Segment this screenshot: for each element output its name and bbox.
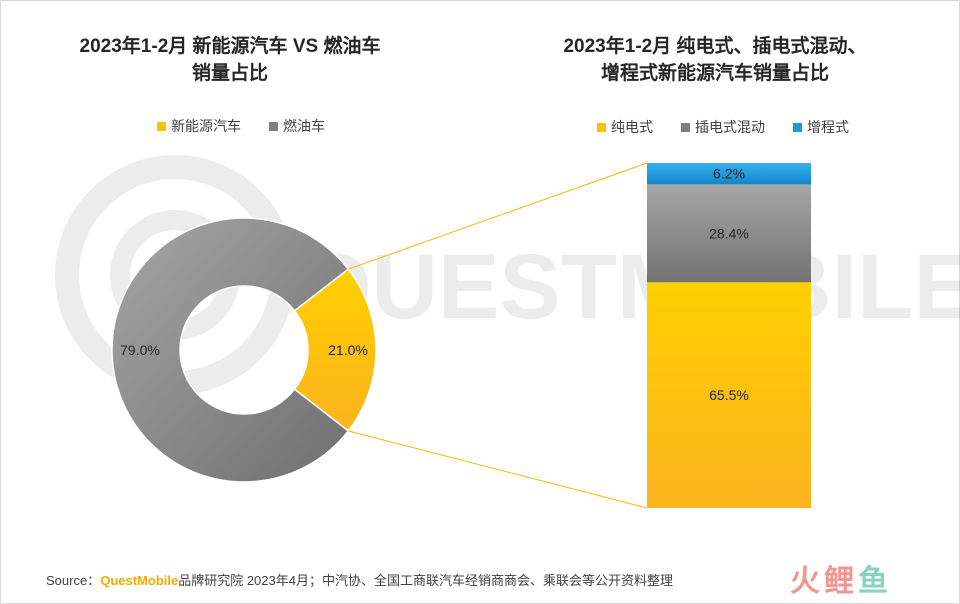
legend-item-bev: 纯电式 <box>597 117 653 137</box>
legend-label-fuel: 燃油车 <box>283 118 325 134</box>
legend-label-bev: 纯电式 <box>611 119 653 135</box>
source-prefix: Source： <box>46 573 101 588</box>
source-text: 品牌研究院 2023年4月；中汽协、全国工商联汽车经销商商会、乘联会等公开资料整… <box>178 573 673 588</box>
connector-lines <box>348 162 648 509</box>
donut-legend: 新能源汽车 燃油车 <box>157 116 325 136</box>
connector-line-bottom <box>348 430 648 509</box>
legend-label-phev: 插电式混动 <box>695 119 765 135</box>
legend-swatch-phev <box>681 122 690 132</box>
legend-item-phev: 插电式混动 <box>681 117 765 137</box>
legend-swatch-erev <box>793 122 802 132</box>
bar-title-line2: 增程式新能源汽车销量占比 <box>600 63 829 84</box>
source-brand: QuestMobile <box>100 573 179 588</box>
bar-label-erev: 6.2% <box>713 166 745 182</box>
donut-label-fuel: 79.0% <box>120 342 160 358</box>
legend-item-nev: 新能源汽车 <box>157 116 241 136</box>
source-note: Source：QuestMobile品牌研究院 2023年4月；中汽协、全国工商… <box>46 570 673 589</box>
stacked-bar-title: 2023年1-2月 纯电式、插电式混动、 增程式新能源汽车销量占比 <box>500 33 930 87</box>
donut-title-line1: 2023年1-2月 新能源汽车 VS 燃油车 <box>79 36 381 57</box>
legend-swatch-nev <box>157 121 166 131</box>
bar-label-phev: 28.4% <box>709 225 749 241</box>
legend-swatch-bev <box>597 122 606 132</box>
legend-swatch-fuel <box>269 121 278 131</box>
bar-segment-phev <box>647 184 811 283</box>
bar-legend: 纯电式 插电式混动 增程式 <box>597 117 849 137</box>
donut-chart-title: 2023年1-2月 新能源汽车 VS 燃油车 销量占比 <box>40 33 420 87</box>
logo-part2: 鱼 <box>858 565 892 598</box>
legend-label-nev: 新能源汽车 <box>171 118 241 134</box>
bar-label-bev: 65.5% <box>709 387 749 403</box>
connector-line-top <box>348 162 648 270</box>
bar-title-line1: 2023年1-2月 纯电式、插电式混动、 <box>563 36 867 57</box>
brand-logo: 火鲤鱼 <box>790 556 892 600</box>
logo-part1: 火鲤 <box>790 565 858 598</box>
bar-segment-bev <box>647 282 811 508</box>
watermark-text: QUESTMOBILE <box>300 236 960 338</box>
legend-label-erev: 增程式 <box>807 119 849 135</box>
donut-title-line2: 销量占比 <box>191 63 268 84</box>
bar-segment-erev <box>647 163 811 185</box>
donut-label-nev: 21.0% <box>328 342 368 358</box>
legend-item-fuel: 燃油车 <box>269 116 325 136</box>
donut-slice-nev <box>293 268 377 432</box>
donut-slice-fuel <box>111 217 350 483</box>
legend-item-erev: 增程式 <box>793 117 849 137</box>
donut-chart: 21.0% 79.0% <box>111 217 377 483</box>
stacked-bar-chart: 65.5% 28.4% 6.2% <box>647 163 811 508</box>
